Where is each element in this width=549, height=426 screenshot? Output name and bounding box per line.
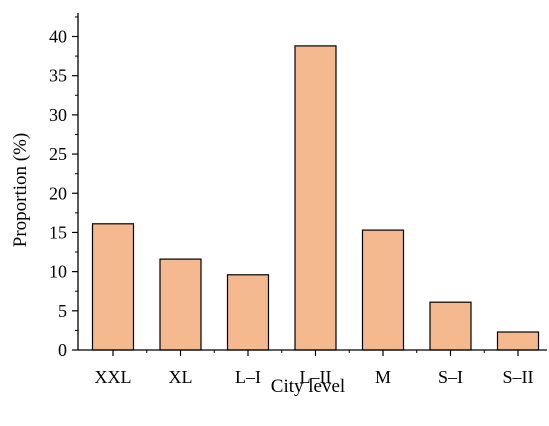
bar-5 [429, 301, 472, 351]
axes-layer [77, 13, 547, 351]
x-axis-title: City level [271, 376, 345, 397]
bar-0 [91, 223, 135, 351]
y-tick-label: 35 [49, 66, 67, 86]
y-tick-label: 10 [49, 262, 67, 282]
y-tick-label: 15 [49, 222, 67, 242]
x-tick-label: XXL [95, 367, 132, 387]
y-tick-label: 5 [58, 301, 67, 321]
x-tick-label: S–I [438, 367, 463, 387]
x-tick-label: S–II [503, 367, 534, 387]
y-tick-label: 30 [49, 105, 67, 125]
y-tick-label: 20 [49, 183, 67, 203]
bars-layer [91, 45, 540, 351]
bar-1 [159, 258, 202, 351]
x-tick-label: XL [169, 367, 193, 387]
bar-2 [226, 274, 270, 351]
x-tick-label: L–I [235, 367, 261, 387]
x-tick-label: M [375, 367, 391, 387]
y-tick-label: 40 [49, 27, 67, 47]
bar-3 [294, 45, 337, 351]
ticks-layer: 0 5 10 15 20 25 30 35 40 XXL XL L–I L–II M S–I S–II [49, 16, 534, 387]
y-axis-title: Proportion (%) [10, 133, 31, 248]
x-tick-label: L–II [300, 367, 332, 387]
y-tick-label: 25 [49, 144, 67, 164]
bar-4 [361, 229, 405, 351]
bar-6 [496, 331, 540, 351]
y-tick-label: 0 [58, 340, 67, 360]
